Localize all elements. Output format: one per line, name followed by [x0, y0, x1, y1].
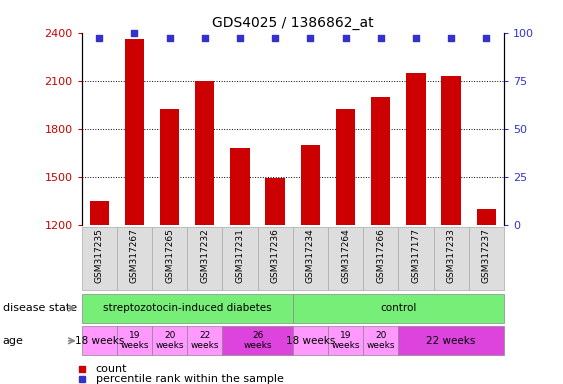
- Bar: [328, 326, 363, 355]
- Point: [130, 30, 139, 36]
- Text: 18 weeks: 18 weeks: [74, 336, 124, 346]
- Bar: [328, 227, 363, 290]
- Text: 26
weeks: 26 weeks: [243, 331, 272, 351]
- Text: GSM317177: GSM317177: [412, 228, 421, 283]
- Text: GSM317266: GSM317266: [376, 228, 385, 283]
- Text: GSM317267: GSM317267: [130, 228, 139, 283]
- Text: GSM317232: GSM317232: [200, 228, 209, 283]
- Text: GSM317236: GSM317236: [271, 228, 280, 283]
- Bar: [399, 326, 504, 355]
- Point: [95, 35, 104, 41]
- Text: 18 weeks: 18 weeks: [285, 336, 335, 346]
- Point: [482, 35, 491, 41]
- Point: [446, 35, 455, 41]
- Text: 20
weeks: 20 weeks: [155, 331, 184, 351]
- Bar: [187, 326, 222, 355]
- Bar: [117, 326, 152, 355]
- Bar: [441, 76, 461, 225]
- Bar: [258, 227, 293, 290]
- Bar: [187, 227, 222, 290]
- Bar: [222, 326, 293, 355]
- Bar: [90, 201, 109, 225]
- Point: [271, 35, 280, 41]
- Bar: [152, 227, 187, 290]
- Bar: [82, 326, 117, 355]
- Point: [412, 35, 421, 41]
- Bar: [293, 326, 328, 355]
- Bar: [152, 326, 187, 355]
- Bar: [125, 39, 144, 225]
- Text: count: count: [96, 364, 127, 374]
- Bar: [195, 81, 215, 225]
- Point: [165, 35, 174, 41]
- Text: age: age: [3, 336, 24, 346]
- Point: [376, 35, 385, 41]
- Bar: [222, 227, 258, 290]
- Text: GSM317265: GSM317265: [165, 228, 174, 283]
- Point: [235, 35, 244, 41]
- Point: [306, 35, 315, 41]
- Text: 20
weeks: 20 weeks: [367, 331, 395, 351]
- Text: 19
weeks: 19 weeks: [120, 331, 149, 351]
- Bar: [82, 294, 293, 323]
- Title: GDS4025 / 1386862_at: GDS4025 / 1386862_at: [212, 16, 374, 30]
- Bar: [477, 209, 496, 225]
- Text: disease state: disease state: [3, 303, 77, 313]
- Bar: [399, 227, 434, 290]
- Bar: [468, 227, 504, 290]
- Text: 22
weeks: 22 weeks: [190, 331, 219, 351]
- Text: GSM317231: GSM317231: [235, 228, 244, 283]
- Bar: [363, 326, 399, 355]
- Text: GSM317264: GSM317264: [341, 228, 350, 283]
- Text: percentile rank within the sample: percentile rank within the sample: [96, 374, 284, 384]
- Text: control: control: [380, 303, 417, 313]
- Bar: [82, 227, 117, 290]
- Bar: [117, 227, 152, 290]
- Point: [200, 35, 209, 41]
- Bar: [336, 109, 355, 225]
- Bar: [363, 227, 399, 290]
- Bar: [371, 97, 390, 225]
- Bar: [434, 227, 468, 290]
- Point: [341, 35, 350, 41]
- Bar: [266, 178, 285, 225]
- Bar: [293, 227, 328, 290]
- Bar: [230, 148, 249, 225]
- Text: GSM317235: GSM317235: [95, 228, 104, 283]
- Text: 22 weeks: 22 weeks: [426, 336, 476, 346]
- Bar: [293, 294, 504, 323]
- Bar: [301, 145, 320, 225]
- Text: GSM317233: GSM317233: [446, 228, 455, 283]
- Text: 19
weeks: 19 weeks: [331, 331, 360, 351]
- Text: streptozotocin-induced diabetes: streptozotocin-induced diabetes: [103, 303, 271, 313]
- Text: GSM317237: GSM317237: [482, 228, 491, 283]
- Bar: [406, 73, 426, 225]
- Text: GSM317234: GSM317234: [306, 228, 315, 283]
- Bar: [160, 109, 179, 225]
